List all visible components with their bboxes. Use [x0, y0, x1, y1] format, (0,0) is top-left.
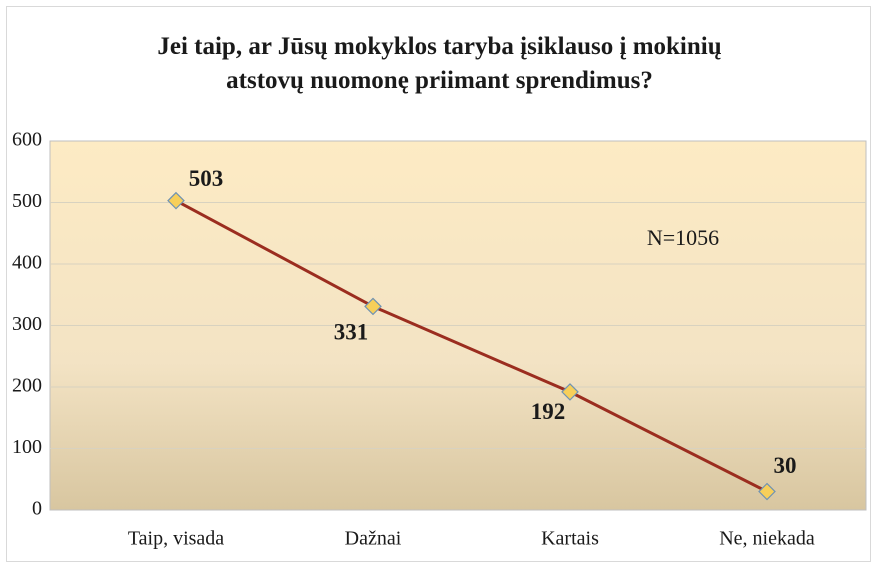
y-tick-label: 400	[12, 252, 42, 274]
marker	[758, 482, 776, 501]
y-tick-label: 500	[12, 190, 42, 212]
y-tick-label: 0	[32, 498, 42, 520]
annotation: N=1056	[647, 225, 719, 250]
y-tick-label: 600	[12, 129, 42, 151]
y-tick-label: 100	[12, 436, 42, 458]
data-label: 331	[334, 320, 369, 345]
data-label: 503	[189, 166, 224, 191]
data-label: 192	[531, 399, 566, 424]
x-tick-label: Dažnai	[345, 528, 402, 550]
x-tick-label: Ne, niekada	[719, 528, 815, 550]
line	[175, 199, 768, 493]
data-label: 30	[774, 453, 797, 478]
x-tick-label: Taip, visada	[128, 528, 224, 550]
chart-title: Jei taip, ar Jūsų mokyklos taryba įsikla…	[157, 33, 722, 94]
y-tick-label: 200	[12, 375, 42, 397]
marker	[167, 191, 185, 210]
chart-border	[6, 6, 871, 562]
x-tick-label: Kartais	[541, 528, 599, 550]
marker	[364, 297, 382, 316]
marker	[561, 383, 579, 401]
y-tick-label: 300	[12, 313, 42, 335]
